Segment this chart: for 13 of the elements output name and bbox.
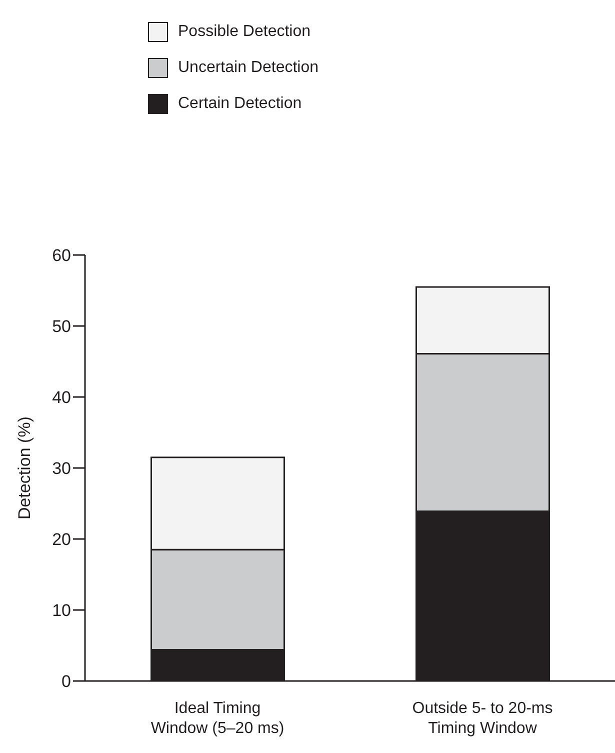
legend-label: Uncertain Detection xyxy=(178,59,319,77)
y-tick-label: 60 xyxy=(52,246,71,266)
y-tick-label: 30 xyxy=(52,459,71,478)
y-tick-label: 20 xyxy=(52,530,71,550)
x-tick-label: Outside 5- to 20-ms Timing Window xyxy=(412,700,553,737)
y-tick-label: 40 xyxy=(52,388,71,408)
y-tick-label: 0 xyxy=(62,672,71,692)
legend-label: Certain Detection xyxy=(178,95,302,113)
y-tick-label: 10 xyxy=(52,601,71,620)
x-tick-label: Ideal Timing Window (5–20 ms) xyxy=(150,700,284,737)
y-axis-title: Detection (%) xyxy=(15,416,34,520)
y-tick-label: 50 xyxy=(52,317,71,336)
legend-label: Possible Detection xyxy=(178,23,311,41)
